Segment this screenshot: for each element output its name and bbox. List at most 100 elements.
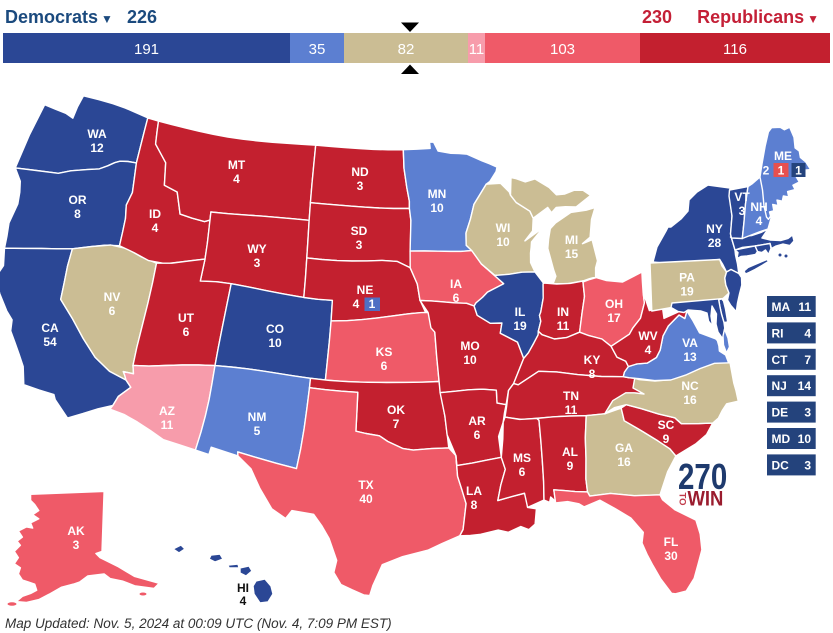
svg-text:TX: TX	[358, 478, 373, 492]
svg-text:CO: CO	[266, 322, 284, 336]
svg-text:UT: UT	[178, 311, 195, 325]
svg-text:SD: SD	[351, 224, 368, 238]
svg-text:LA: LA	[466, 484, 482, 498]
svg-text:4: 4	[152, 221, 159, 235]
svg-text:AL: AL	[562, 445, 578, 459]
svg-text:3: 3	[804, 406, 811, 420]
svg-text:WA: WA	[87, 127, 107, 141]
svg-text:MT: MT	[228, 158, 246, 172]
svg-text:MA: MA	[772, 300, 791, 314]
svg-text:4: 4	[756, 214, 763, 228]
svg-text:KS: KS	[376, 345, 393, 359]
svg-text:9: 9	[567, 459, 574, 473]
svg-text:16: 16	[617, 455, 631, 469]
svg-text:191: 191	[134, 41, 159, 58]
svg-text:ND: ND	[351, 165, 369, 179]
svg-text:CA: CA	[41, 321, 59, 335]
svg-text:DC: DC	[772, 458, 790, 472]
svg-text:8: 8	[471, 498, 478, 512]
svg-text:AR: AR	[468, 414, 486, 428]
svg-text:9: 9	[663, 432, 670, 446]
svg-text:HI: HI	[237, 581, 249, 595]
svg-text:116: 116	[723, 41, 747, 58]
svg-text:VA: VA	[682, 336, 698, 350]
svg-text:AK: AK	[67, 524, 85, 538]
svg-text:6: 6	[183, 325, 190, 339]
svg-text:6: 6	[109, 304, 116, 318]
svg-text:12: 12	[90, 141, 104, 155]
svg-text:11: 11	[798, 300, 811, 314]
svg-text:IA: IA	[450, 277, 462, 291]
svg-text:13: 13	[683, 350, 697, 364]
svg-text:6: 6	[453, 291, 460, 305]
svg-text:35: 35	[309, 41, 326, 58]
svg-text:MD: MD	[772, 432, 791, 446]
svg-text:11: 11	[565, 403, 578, 417]
svg-text:11: 11	[557, 319, 570, 333]
svg-text:OH: OH	[605, 297, 623, 311]
svg-text:WY: WY	[247, 242, 266, 256]
svg-text:NE: NE	[357, 283, 374, 297]
svg-text:4: 4	[233, 172, 240, 186]
svg-text:10: 10	[268, 336, 282, 350]
svg-text:VT: VT	[734, 190, 750, 204]
svg-text:RI: RI	[772, 326, 784, 340]
svg-text:2: 2	[763, 164, 770, 178]
svg-text:7: 7	[393, 417, 400, 431]
svg-text:NJ: NJ	[772, 379, 787, 393]
svg-text:MI: MI	[565, 233, 578, 247]
svg-text:6: 6	[381, 359, 388, 373]
svg-text:1: 1	[778, 164, 785, 178]
svg-text:82: 82	[398, 41, 415, 58]
svg-text:54: 54	[43, 335, 57, 349]
svg-text:TO: TO	[677, 493, 688, 506]
svg-text:1: 1	[369, 297, 376, 311]
svg-text:IL: IL	[515, 305, 526, 319]
svg-text:10: 10	[463, 353, 477, 367]
svg-text:PA: PA	[679, 271, 695, 285]
svg-text:6: 6	[519, 465, 526, 479]
svg-text:11: 11	[161, 418, 174, 432]
svg-text:CT: CT	[772, 353, 789, 367]
svg-text:3: 3	[804, 458, 811, 472]
svg-text:40: 40	[359, 492, 373, 506]
svg-text:11: 11	[469, 41, 485, 58]
svg-text:3: 3	[356, 238, 363, 252]
svg-text:KY: KY	[584, 353, 601, 367]
svg-text:SC: SC	[658, 418, 675, 432]
svg-text:3: 3	[254, 256, 261, 270]
svg-text:MO: MO	[460, 339, 479, 353]
svg-text:WI: WI	[496, 221, 511, 235]
svg-text:28: 28	[708, 236, 722, 250]
svg-text:OK: OK	[387, 403, 405, 417]
svg-text:4: 4	[353, 297, 360, 311]
svg-text:NY: NY	[706, 222, 723, 236]
svg-text:WV: WV	[638, 329, 657, 343]
svg-text:TN: TN	[563, 389, 579, 403]
svg-text:IN: IN	[557, 305, 569, 319]
svg-text:GA: GA	[615, 441, 633, 455]
svg-text:4: 4	[240, 594, 247, 608]
svg-text:7: 7	[804, 353, 811, 367]
svg-text:AZ: AZ	[159, 404, 175, 418]
svg-text:16: 16	[683, 393, 697, 407]
svg-text:ID: ID	[149, 207, 161, 221]
svg-text:MS: MS	[513, 451, 531, 465]
svg-text:19: 19	[513, 319, 527, 333]
svg-text:10: 10	[430, 201, 444, 215]
svg-text:NM: NM	[248, 410, 267, 424]
svg-text:ME: ME	[774, 149, 792, 163]
svg-text:103: 103	[550, 41, 575, 58]
svg-text:6: 6	[474, 428, 481, 442]
svg-text:8: 8	[74, 207, 81, 221]
svg-text:3: 3	[739, 204, 746, 218]
svg-text:4: 4	[645, 343, 652, 357]
svg-text:14: 14	[798, 379, 812, 393]
svg-text:DE: DE	[772, 406, 789, 420]
svg-text:19: 19	[680, 285, 694, 299]
svg-text:10: 10	[798, 432, 812, 446]
svg-text:270: 270	[678, 456, 727, 496]
svg-text:10: 10	[496, 235, 510, 249]
svg-text:OR: OR	[69, 193, 87, 207]
svg-text:3: 3	[73, 538, 80, 552]
